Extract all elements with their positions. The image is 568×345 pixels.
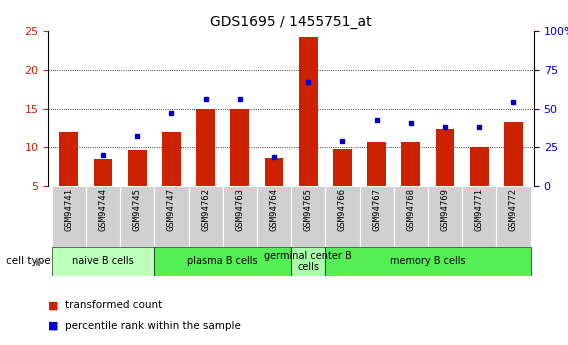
- Text: GSM94745: GSM94745: [133, 188, 141, 231]
- Bar: [291, 186, 325, 247]
- Text: GSM94763: GSM94763: [235, 188, 244, 231]
- Bar: [265, 158, 283, 186]
- Bar: [360, 186, 394, 247]
- Bar: [231, 109, 249, 186]
- Bar: [325, 186, 360, 247]
- Bar: [291, 247, 325, 276]
- Bar: [223, 186, 257, 247]
- Bar: [325, 247, 531, 276]
- Bar: [86, 186, 120, 247]
- Bar: [436, 129, 454, 186]
- Bar: [52, 186, 86, 247]
- Bar: [428, 186, 462, 247]
- Text: transformed count: transformed count: [65, 300, 162, 310]
- Text: percentile rank within the sample: percentile rank within the sample: [65, 321, 241, 331]
- Bar: [154, 247, 291, 276]
- Bar: [120, 186, 154, 247]
- Bar: [504, 122, 523, 186]
- Text: GSM94772: GSM94772: [509, 188, 518, 231]
- Bar: [154, 186, 189, 247]
- Text: GSM94768: GSM94768: [406, 188, 415, 231]
- Text: ■: ■: [48, 321, 59, 331]
- Text: GSM94744: GSM94744: [98, 188, 107, 231]
- Bar: [402, 142, 420, 186]
- Bar: [257, 186, 291, 247]
- Text: GSM94771: GSM94771: [475, 188, 484, 231]
- Bar: [462, 186, 496, 247]
- Text: memory B cells: memory B cells: [390, 256, 466, 266]
- Text: ■: ■: [48, 300, 59, 310]
- Bar: [333, 149, 352, 186]
- Bar: [470, 148, 488, 186]
- Text: GSM94767: GSM94767: [372, 188, 381, 231]
- Bar: [196, 109, 215, 186]
- Text: GSM94741: GSM94741: [64, 188, 73, 231]
- Bar: [299, 37, 318, 186]
- Bar: [60, 132, 78, 186]
- Title: GDS1695 / 1455751_at: GDS1695 / 1455751_at: [210, 14, 372, 29]
- Text: naive B cells: naive B cells: [72, 256, 134, 266]
- Text: GSM94764: GSM94764: [269, 188, 278, 231]
- Text: GSM94747: GSM94747: [167, 188, 176, 231]
- Text: GSM94765: GSM94765: [304, 188, 313, 231]
- Bar: [394, 186, 428, 247]
- Bar: [52, 247, 154, 276]
- Bar: [367, 142, 386, 186]
- Text: germinal center B
cells: germinal center B cells: [264, 250, 352, 272]
- Text: GSM94769: GSM94769: [441, 188, 449, 231]
- Bar: [162, 132, 181, 186]
- Bar: [94, 159, 112, 186]
- Text: GSM94766: GSM94766: [338, 188, 347, 231]
- Text: GSM94762: GSM94762: [201, 188, 210, 231]
- Text: ▶: ▶: [36, 256, 43, 266]
- Bar: [496, 186, 531, 247]
- Text: plasma B cells: plasma B cells: [187, 256, 258, 266]
- Bar: [189, 186, 223, 247]
- Text: cell type: cell type: [6, 256, 51, 266]
- Bar: [128, 150, 147, 186]
